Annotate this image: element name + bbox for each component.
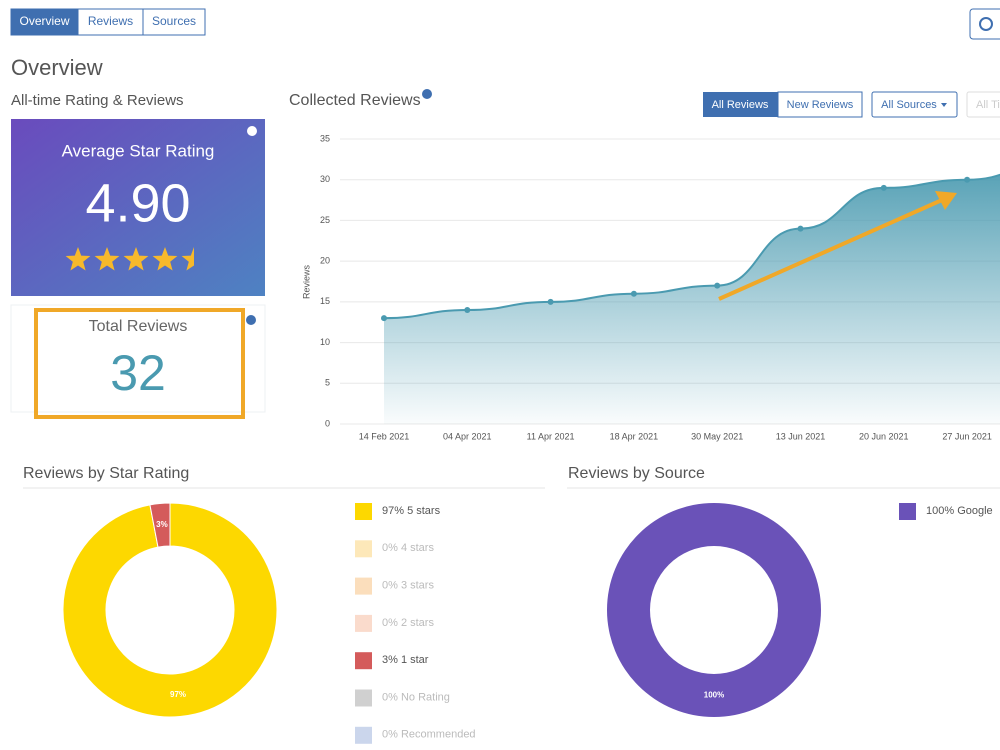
section-title: Reviews by Source (568, 465, 705, 482)
donut-slice (607, 503, 821, 717)
legend-label: 0% Recommended (382, 729, 476, 741)
line (383, 173, 1000, 320)
time-dropdown[interactable] (966, 91, 1000, 118)
arrow-head (935, 191, 957, 210)
filter-label: All Reviews (712, 99, 769, 111)
y-tick-label: 25 (320, 215, 330, 225)
slice-label: 3% (156, 520, 168, 529)
star (123, 247, 149, 271)
point (547, 298, 554, 305)
info-icon[interactable] (422, 89, 432, 99)
tab-label: Sources (152, 14, 196, 28)
point (381, 315, 387, 322)
y-tick-label: 0 (325, 418, 330, 428)
legend-swatch[interactable] (355, 726, 372, 744)
y-tick-label: 10 (320, 337, 330, 347)
y-tick-label: 35 (320, 133, 330, 143)
point (797, 225, 804, 232)
section-title: Reviews by Star Rating (23, 465, 189, 482)
legend-swatch[interactable] (355, 689, 372, 707)
x-tick-label: 11 Apr 2021 (527, 431, 575, 441)
plot (381, 173, 1000, 424)
highlight-box (34, 308, 245, 419)
slice-label: 97% (170, 690, 186, 699)
y-tick-label: 15 (320, 296, 330, 306)
legend-swatch[interactable] (355, 614, 372, 632)
y-tick-label: 20 (320, 256, 330, 266)
y-axis-label: Reviews (301, 264, 311, 299)
page-title: Overview (11, 55, 103, 80)
star (152, 247, 178, 271)
filter-button-active[interactable] (703, 92, 778, 117)
half-star (182, 247, 207, 271)
point (964, 176, 971, 183)
x-tick-label: 18 Apr 2021 (610, 431, 659, 441)
x-tick-label: 14 Feb 2021 (359, 431, 410, 441)
total-label: Total Reviews (89, 318, 188, 335)
legend-label: 97% 5 stars (382, 505, 441, 517)
legend-label: 0% 3 stars (382, 580, 434, 592)
dropdown-label: All Ti (976, 99, 1000, 111)
legend-label: 0% 4 stars (382, 542, 434, 554)
x-tick-label: 20 Jun 2021 (859, 431, 909, 441)
slice-label: 100% (704, 691, 724, 700)
total-value: 32 (110, 345, 166, 401)
donut-slice (149, 502, 171, 548)
annotation-arrow (718, 198, 943, 301)
legend-label: 100% Google (926, 505, 993, 517)
x-tick-label: 04 Apr 2021 (443, 431, 492, 441)
average-value: 4.90 (85, 173, 190, 233)
tab-label: Overview (19, 14, 69, 28)
star (94, 247, 120, 271)
legend-swatch[interactable] (355, 540, 372, 558)
filter-label: New Reviews (787, 99, 854, 111)
point (714, 282, 721, 289)
star (65, 247, 91, 271)
chart-title: Collected Reviews (289, 92, 421, 109)
y-tick-label: 30 (320, 174, 330, 184)
info-icon[interactable] (246, 315, 256, 325)
legend-swatch[interactable] (355, 652, 372, 670)
tab[interactable] (10, 8, 79, 36)
point (630, 290, 637, 297)
refresh-button[interactable] (969, 8, 1000, 40)
legend-label: 3% 1 star (382, 654, 429, 666)
legend-swatch[interactable] (355, 503, 372, 520)
section-title: All-time Rating & Reviews (11, 92, 184, 109)
x-tick-label: 27 Jun 2021 (942, 431, 992, 441)
tab[interactable] (77, 8, 144, 36)
y-tick-label: 5 (325, 378, 330, 388)
sources-dropdown[interactable] (871, 91, 958, 118)
dropdown-label: All Sources (881, 99, 937, 111)
caret (941, 103, 947, 107)
tab[interactable] (142, 8, 206, 36)
legend-label: 0% No Rating (382, 691, 450, 703)
point (464, 307, 471, 313)
filter-button[interactable] (777, 91, 863, 118)
tab-label: Reviews (88, 14, 133, 28)
legend-swatch[interactable] (355, 577, 372, 595)
donut-slice (62, 502, 278, 718)
average-label: Average Star Rating (62, 141, 215, 160)
legend-swatch[interactable] (899, 503, 916, 520)
legend-label: 0% 2 stars (382, 617, 434, 629)
stars (65, 247, 207, 271)
info-icon[interactable] (247, 126, 257, 136)
total-card (10, 304, 266, 413)
x-tick-label: 30 May 2021 (691, 431, 743, 441)
refresh-icon (979, 17, 993, 31)
point (880, 184, 887, 191)
x-tick-label: 13 Jun 2021 (776, 431, 826, 441)
area (384, 174, 1000, 424)
